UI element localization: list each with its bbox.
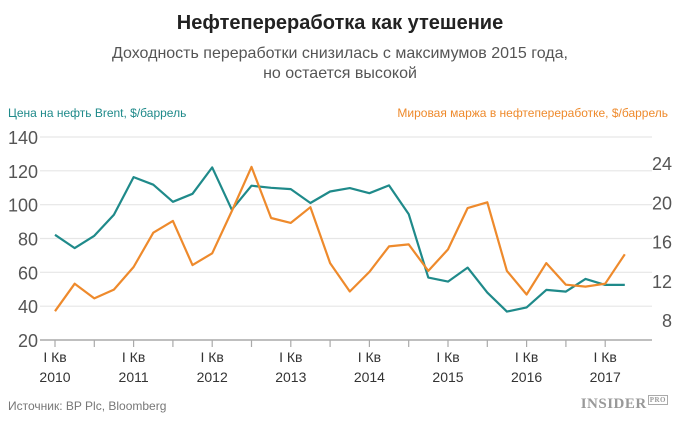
logo-text: INSIDER	[580, 396, 647, 412]
x-tick-year: 2014	[354, 369, 385, 385]
chart-subtitle: Доходность переработки снизилась с макси…	[0, 44, 680, 84]
insider-pro-logo: INSIDER PRO	[580, 395, 668, 413]
x-tick-quarter: I Кв	[122, 349, 145, 365]
x-tick-quarter: I Кв	[279, 349, 302, 365]
left-tick-label: 120	[8, 162, 38, 182]
refining-margin-line	[54, 165, 626, 312]
right-tick-label: 16	[652, 233, 672, 253]
right-tick-label: 24	[652, 154, 672, 174]
chart-title: Нефтепереработка как утешение	[176, 12, 504, 34]
left-axis-title: Цена на нефть Brent, $/баррель	[8, 106, 187, 120]
x-tick-year: 2017	[590, 369, 621, 385]
source-note: Источник: BP Plc, Bloomberg	[8, 399, 167, 413]
right-axis-title: Мировая маржа в нефтепереработке, $/барр…	[397, 106, 668, 120]
left-tick-label: 40	[18, 297, 38, 317]
left-tick-label: 140	[8, 128, 38, 148]
x-tick-year: 2010	[39, 369, 70, 385]
subtitle-line-1: Доходность переработки снизилась с макси…	[112, 45, 568, 62]
x-tick-quarter: I Кв	[43, 349, 66, 365]
x-tick-year: 2015	[432, 369, 463, 385]
right-tick-label: 20	[652, 193, 672, 213]
x-tick-quarter: I Кв	[201, 349, 224, 365]
x-tick-year: 2012	[197, 369, 228, 385]
x-tick-quarter: I Кв	[358, 349, 381, 365]
brent-price-line	[54, 166, 625, 313]
left-tick-label: 20	[18, 331, 38, 351]
subtitle-line-2: но остается высокой	[263, 65, 417, 82]
x-tick-year: 2016	[511, 369, 542, 385]
left-tick-label: 80	[18, 230, 38, 250]
x-tick-quarter: I Кв	[436, 349, 459, 365]
x-tick-year: 2011	[119, 369, 149, 385]
right-tick-label: 8	[662, 311, 672, 331]
right-tick-label: 12	[652, 272, 672, 292]
x-tick-quarter: I Кв	[594, 349, 617, 365]
logo-badge: PRO	[647, 395, 668, 405]
left-tick-label: 100	[8, 196, 38, 216]
x-tick-quarter: I Кв	[515, 349, 538, 365]
left-tick-label: 60	[18, 263, 38, 283]
x-tick-year: 2013	[275, 369, 306, 385]
